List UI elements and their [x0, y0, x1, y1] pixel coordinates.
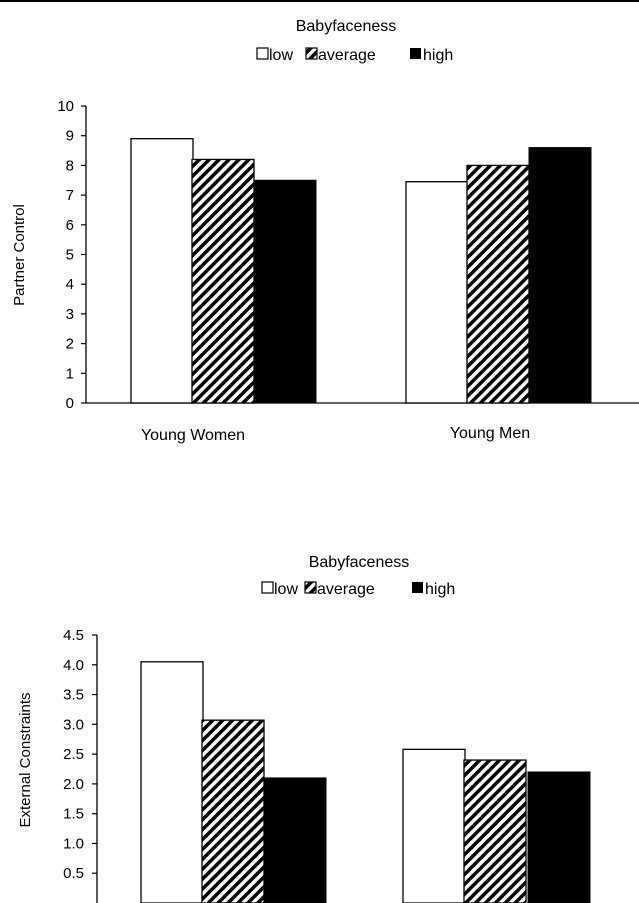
- legend-label-high: high: [425, 581, 455, 598]
- y-tick-label: 0: [66, 395, 74, 412]
- x-tick-label-young-men: Young Men: [450, 425, 530, 442]
- bar-low-1: [402, 748, 466, 903]
- bar-low-0: [140, 661, 204, 903]
- legend: low average high: [256, 47, 453, 64]
- y-tick-label: 4.0: [63, 657, 84, 674]
- y-tick-label: 10: [57, 98, 74, 115]
- bar-high-0: [253, 179, 317, 404]
- y-tick-label: 6: [66, 217, 74, 234]
- legend-label-high: high: [423, 47, 453, 64]
- y-axis-label: External Constraints: [17, 692, 34, 827]
- y-tick-label: 9: [66, 128, 74, 145]
- bar-low-1: [405, 181, 469, 404]
- y-tick-label: 2.0: [63, 776, 84, 793]
- legend-label-average: average: [318, 47, 376, 64]
- y-tick-label: 2.5: [63, 746, 84, 763]
- y-tick-label: 0.5: [63, 865, 84, 882]
- x-tick-label-young-women: Young Women: [141, 427, 245, 444]
- legend-label-low: low: [274, 581, 298, 598]
- y-tick-label: 4.5: [63, 627, 84, 644]
- y-tick-label: 8: [66, 157, 74, 174]
- y-tick-label: 1: [66, 365, 74, 382]
- y-tick-label: 1.5: [63, 806, 84, 823]
- chart-external-constraints: Babyfaceness low average high External C…: [17, 554, 591, 903]
- bar-average-0: [191, 158, 255, 404]
- chart-partner-control: Babyfaceness low average high Partner Co…: [11, 18, 639, 444]
- y-tick-label: 7: [66, 187, 74, 204]
- legend-swatch-high: [412, 582, 423, 593]
- y-tick-label: 3: [66, 306, 74, 323]
- bar-average-1: [466, 164, 530, 404]
- bar-high-0: [263, 777, 327, 903]
- axes: 0.5 1.0 1.5 2.0 2.5 3.0 3.5 4.0 4.5: [63, 627, 98, 903]
- bar-high-1: [527, 771, 591, 903]
- legend-label-low: low: [269, 47, 293, 64]
- bar-high-1: [528, 147, 592, 404]
- legend-title: Babyfaceness: [309, 554, 410, 571]
- legend-swatch-average: [304, 581, 317, 594]
- y-tick-label: 3.0: [63, 716, 84, 733]
- bar-average-0: [201, 719, 265, 903]
- y-tick-label: 2: [66, 336, 74, 353]
- bar-average-1: [463, 759, 527, 903]
- y-tick-label: 5: [66, 247, 74, 264]
- legend-title: Babyfaceness: [296, 18, 397, 35]
- legend-swatch-low: [261, 581, 274, 594]
- y-tick-label: 1.0: [63, 835, 84, 852]
- y-tick-label: 3.5: [63, 687, 84, 704]
- y-axis-label: Partner Control: [11, 204, 28, 306]
- legend-swatch-high: [410, 48, 421, 59]
- bars: [140, 661, 591, 903]
- legend: low average high: [261, 581, 455, 598]
- bar-low-0: [130, 138, 194, 404]
- legend-label-average: average: [317, 581, 375, 598]
- bars: [130, 138, 592, 404]
- y-tick-label: 4: [66, 276, 74, 293]
- legend-swatch-average: [305, 47, 318, 60]
- top-rule: [0, 0, 639, 2]
- legend-swatch-low: [256, 47, 269, 60]
